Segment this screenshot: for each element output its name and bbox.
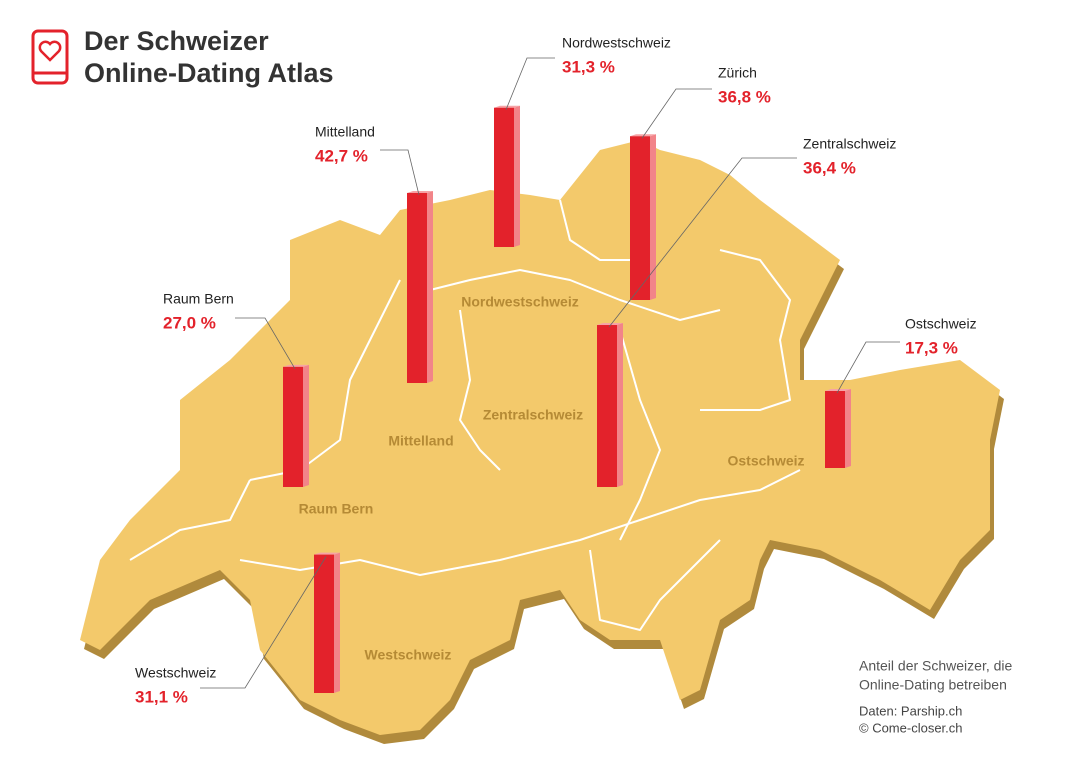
bar-top [597, 323, 623, 326]
leader-line [380, 149, 420, 196]
region-label: Raum Bern [299, 501, 374, 517]
note-line: Online-Dating betreiben [859, 677, 1007, 693]
callout-value: 36,8 % [718, 87, 771, 106]
map [80, 140, 1004, 744]
leader-line [608, 157, 797, 328]
bar [630, 136, 650, 300]
source-line: Daten: Parship.ch [859, 703, 962, 718]
title-line: Der Schweizer [84, 26, 269, 56]
callout-name: Westschweiz [135, 665, 216, 681]
region-label: Zentralschweiz [483, 407, 583, 423]
title-line: Online-Dating Atlas [84, 58, 334, 88]
callout-value: 42,7 % [315, 146, 368, 165]
callout-name: Zentralschweiz [803, 136, 896, 152]
bar-side [617, 323, 623, 487]
callout-name: Mittelland [315, 124, 375, 140]
region-label: Ostschweiz [727, 453, 804, 469]
leader-line [641, 88, 712, 139]
bar-top [283, 364, 309, 367]
bar [314, 554, 334, 693]
source-line: © Come-closer.ch [859, 720, 963, 735]
bar-side [427, 190, 433, 383]
bar-side [334, 552, 340, 693]
bar-side [845, 389, 851, 468]
leader-line [505, 57, 555, 110]
bar [825, 391, 845, 468]
bar-top [825, 389, 851, 392]
bar [494, 107, 514, 247]
callout-value: 31,3 % [562, 57, 615, 76]
bar-top [630, 134, 656, 137]
note-line: Anteil der Schweizer, die [859, 658, 1013, 674]
callout-value: 17,3 % [905, 338, 958, 357]
callout-name: Ostschweiz [905, 316, 977, 332]
logo [31, 29, 69, 85]
bar-top [407, 190, 433, 193]
callout-name: Nordwestschweiz [562, 35, 671, 51]
bar-side [514, 105, 520, 247]
bar-top [314, 552, 340, 555]
region-label: Westschweiz [365, 647, 452, 663]
callout-name: Zürich [718, 65, 757, 81]
bar-side [650, 134, 656, 300]
bar-side [303, 364, 309, 487]
region-label: Nordwestschweiz [461, 294, 578, 310]
bar [407, 192, 427, 383]
bar [597, 325, 617, 487]
leader-line [235, 317, 296, 370]
callout-value: 36,4 % [803, 158, 856, 177]
leader-line [836, 341, 900, 394]
bar [283, 366, 303, 487]
leader-line [200, 556, 327, 689]
callout-value: 27,0 % [163, 313, 216, 332]
callout-name: Raum Bern [163, 291, 234, 307]
region-label: Mittelland [388, 433, 453, 449]
callout-value: 31,1 % [135, 687, 188, 706]
